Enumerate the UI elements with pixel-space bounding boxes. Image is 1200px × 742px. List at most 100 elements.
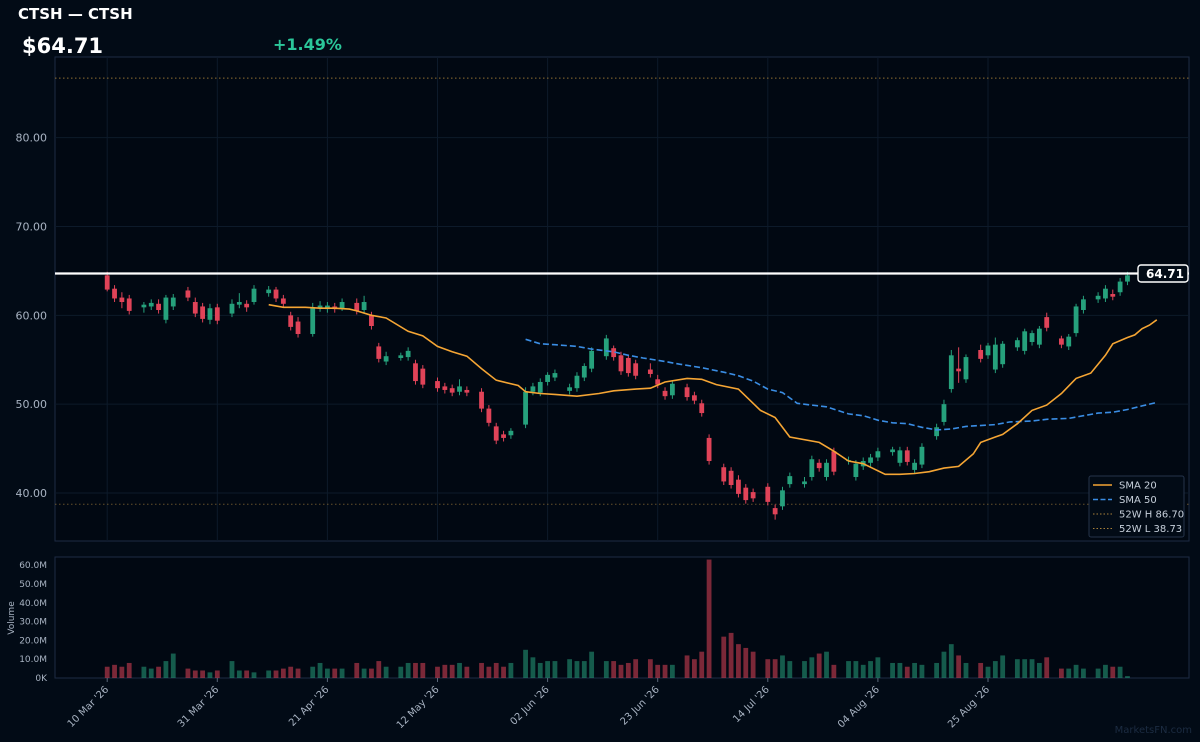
volume-bar xyxy=(523,649,528,678)
volume-bar xyxy=(743,647,749,678)
candle-up xyxy=(581,365,587,378)
volume-bar xyxy=(912,662,917,678)
candle-up xyxy=(1103,288,1108,299)
volume-bar xyxy=(1036,662,1042,678)
date-tick-label: 10 Mar '26 xyxy=(66,684,112,730)
candle-up xyxy=(148,302,154,307)
candle-down xyxy=(112,288,117,299)
volume-bar xyxy=(251,672,257,678)
candle-up xyxy=(809,459,815,478)
candle-down xyxy=(684,387,690,398)
volume-bar xyxy=(831,664,837,678)
candle-up xyxy=(530,386,536,392)
sma50-line xyxy=(525,338,1157,431)
volume-bar xyxy=(552,661,558,678)
candle-up xyxy=(941,404,947,422)
volume-bar xyxy=(948,644,954,678)
volume-bar xyxy=(647,659,653,678)
volume-bar xyxy=(383,666,389,678)
candle-up xyxy=(552,373,558,378)
volume-bar xyxy=(846,661,851,678)
volume-bar xyxy=(780,655,785,678)
legend-label: 52W L 38.73 xyxy=(1119,524,1182,535)
date-tick-label: 23 Jun '26 xyxy=(619,684,662,727)
candle-down xyxy=(126,298,132,311)
week52-lines xyxy=(55,77,1189,505)
date-axis: 10 Mar '26 31 Mar '26 21 Apr '26 12 May '26… xyxy=(66,678,992,731)
volume-bar xyxy=(1066,668,1072,678)
volume-bar xyxy=(603,661,609,678)
candle-up xyxy=(603,338,609,357)
candle-down xyxy=(288,315,294,327)
volume-tick-label: 60.0M xyxy=(19,561,47,571)
volume-bar xyxy=(669,664,675,678)
candle-down xyxy=(486,408,492,423)
current-price: $64.71 xyxy=(22,34,104,58)
volume-bar xyxy=(772,659,778,678)
candle-up xyxy=(1095,295,1101,300)
candle-down xyxy=(765,486,771,502)
volume-bar xyxy=(398,666,404,678)
candle-down xyxy=(192,302,198,314)
candle-up xyxy=(919,446,925,465)
volume-bar xyxy=(170,653,176,678)
volume-bar xyxy=(537,662,543,678)
volume-tick-label: 0K xyxy=(35,674,48,684)
volume-bar xyxy=(1095,668,1101,678)
price-tick-label: 60.00 xyxy=(16,309,48,322)
candle-down xyxy=(493,426,499,441)
candle-down xyxy=(662,390,668,397)
volume-bar xyxy=(956,655,962,678)
volume-bar xyxy=(501,666,506,678)
candle-down xyxy=(376,346,382,359)
last-price-box xyxy=(1137,264,1189,283)
candle-down xyxy=(772,508,778,515)
candle-up xyxy=(310,307,316,334)
date-tick-label: 12 May '26 xyxy=(395,684,442,731)
volume-bar xyxy=(405,662,411,678)
volume-bar xyxy=(816,653,822,678)
volume-bar xyxy=(332,668,338,678)
legend-label: SMA 20 xyxy=(1119,481,1157,492)
volume-bar xyxy=(824,651,829,678)
candle-down xyxy=(611,348,617,358)
volume-bar xyxy=(1081,668,1086,678)
candle-up xyxy=(824,462,829,478)
volume-axis-label: Volume xyxy=(7,601,17,635)
candle-up xyxy=(1117,281,1123,293)
candle-up xyxy=(361,302,367,311)
candle-down xyxy=(831,451,837,472)
volume-bar xyxy=(310,666,316,678)
volume-bar xyxy=(934,662,940,678)
volume-bar xyxy=(1059,668,1064,678)
volume-bar xyxy=(325,668,330,678)
last-price-line: 64.71 xyxy=(55,264,1189,283)
volume-bar xyxy=(941,651,947,678)
volume-bar xyxy=(1125,676,1130,678)
volume-bar xyxy=(1044,657,1050,678)
price-tick-label: 40.00 xyxy=(16,487,48,500)
candle-down xyxy=(413,363,418,382)
volume-bar xyxy=(581,661,587,678)
volume-bar xyxy=(119,666,125,678)
volume-bar xyxy=(207,672,213,678)
candle-up xyxy=(537,381,543,393)
candle-down xyxy=(501,434,506,438)
candle-down xyxy=(369,315,374,326)
candle-up xyxy=(1022,331,1028,351)
chart-title: CTSH — CTSH xyxy=(18,5,133,23)
candle-up xyxy=(1029,333,1035,342)
candle-up xyxy=(780,490,785,507)
candle-up xyxy=(992,344,998,370)
candles xyxy=(104,271,1130,520)
volume-bar xyxy=(978,662,984,678)
volume-bar xyxy=(897,662,903,678)
candle-up xyxy=(985,345,991,356)
candle-down xyxy=(633,363,639,376)
candle-down xyxy=(435,381,440,389)
candle-up xyxy=(875,451,881,458)
volume-panel xyxy=(54,556,1190,679)
candle-up xyxy=(141,304,147,308)
price-panel-frame xyxy=(54,56,1190,542)
